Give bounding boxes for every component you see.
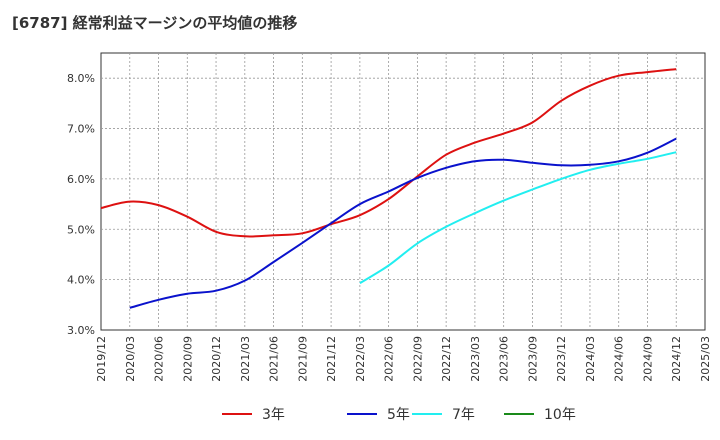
series-lines xyxy=(100,68,677,309)
legend: 3年 5年 7年 10年 xyxy=(222,407,576,423)
x-tick-label: 2021/06 xyxy=(268,336,281,382)
x-tick-label: 2022/03 xyxy=(354,336,367,382)
x-tick-label: 2021/03 xyxy=(239,336,252,382)
series-line-2 xyxy=(359,151,677,285)
y-tick-label: 7.0% xyxy=(67,123,95,136)
legend-label-0: 3年 xyxy=(262,407,285,423)
y-tick-label: 3.0% xyxy=(67,324,95,337)
x-tick-label: 2020/03 xyxy=(124,336,137,382)
x-tick-label: 2019/12 xyxy=(95,336,108,382)
legend-label-1: 5年 xyxy=(387,407,410,423)
x-tick-label: 2021/12 xyxy=(325,336,338,382)
y-axis-ticks: 3.0% 4.0% 5.0% 6.0% 7.0% 8.0% xyxy=(67,72,95,337)
y-tick-label: 4.0% xyxy=(67,274,95,287)
x-tick-label: 2024/12 xyxy=(670,336,683,382)
series-line-0 xyxy=(100,68,677,238)
x-tick-label: 2023/09 xyxy=(526,336,539,382)
series-line-1 xyxy=(129,137,677,309)
x-tick-label: 2020/06 xyxy=(153,336,166,382)
y-tick-label: 8.0% xyxy=(67,72,95,85)
x-axis-ticks: 2019/12 2020/03 2020/06 2020/09 2020/12 2021/… xyxy=(95,336,712,382)
grid-lines xyxy=(101,53,705,330)
plot-area xyxy=(100,52,706,331)
x-tick-label: 2020/09 xyxy=(181,336,194,382)
chart-title: [6787] 経常利益マージンの平均値の推移 xyxy=(12,14,298,32)
x-tick-label: 2022/09 xyxy=(411,336,424,382)
x-tick-label: 2022/06 xyxy=(383,336,396,382)
x-tick-label: 2023/03 xyxy=(469,336,482,382)
y-tick-label: 6.0% xyxy=(67,173,95,186)
x-tick-label: 2024/06 xyxy=(613,336,626,382)
legend-label-3: 10年 xyxy=(544,407,576,423)
x-tick-label: 2025/03 xyxy=(699,336,712,382)
x-tick-label: 2021/09 xyxy=(296,336,309,382)
x-tick-label: 2020/12 xyxy=(210,336,223,382)
x-tick-label: 2023/12 xyxy=(555,336,568,382)
y-tick-label: 5.0% xyxy=(67,223,95,236)
x-tick-label: 2024/09 xyxy=(641,336,654,382)
x-tick-label: 2023/06 xyxy=(498,336,511,382)
legend-label-2: 7年 xyxy=(452,407,475,423)
x-tick-label: 2022/12 xyxy=(440,336,453,382)
x-tick-label: 2024/03 xyxy=(584,336,597,382)
